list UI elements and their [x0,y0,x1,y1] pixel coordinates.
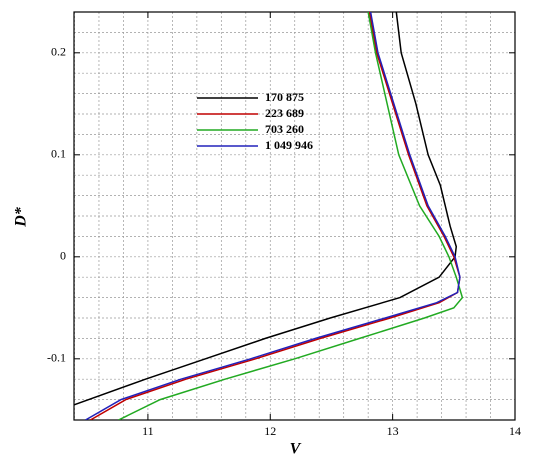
legend-label: 223 689 [265,106,304,120]
legend-label: 170 875 [265,90,304,104]
series-line [85,12,461,420]
x-tick-label: 12 [264,424,276,438]
series-line [74,12,458,406]
y-tick-label: 0 [60,249,66,263]
legend-label: 1 049 946 [265,138,313,152]
legend-label: 703 260 [265,122,304,136]
y-axis-label: D* [13,206,30,228]
y-tick-label: 0.1 [51,147,66,161]
x-tick-label: 14 [509,424,521,438]
x-axis-label: V [290,441,302,458]
y-tick-label: 0.2 [51,45,66,59]
x-tick-label: 13 [387,424,399,438]
x-tick-label: 11 [142,424,154,438]
series-line [118,12,464,420]
y-tick-label: -0.1 [47,351,66,365]
plot-frame [73,11,516,421]
